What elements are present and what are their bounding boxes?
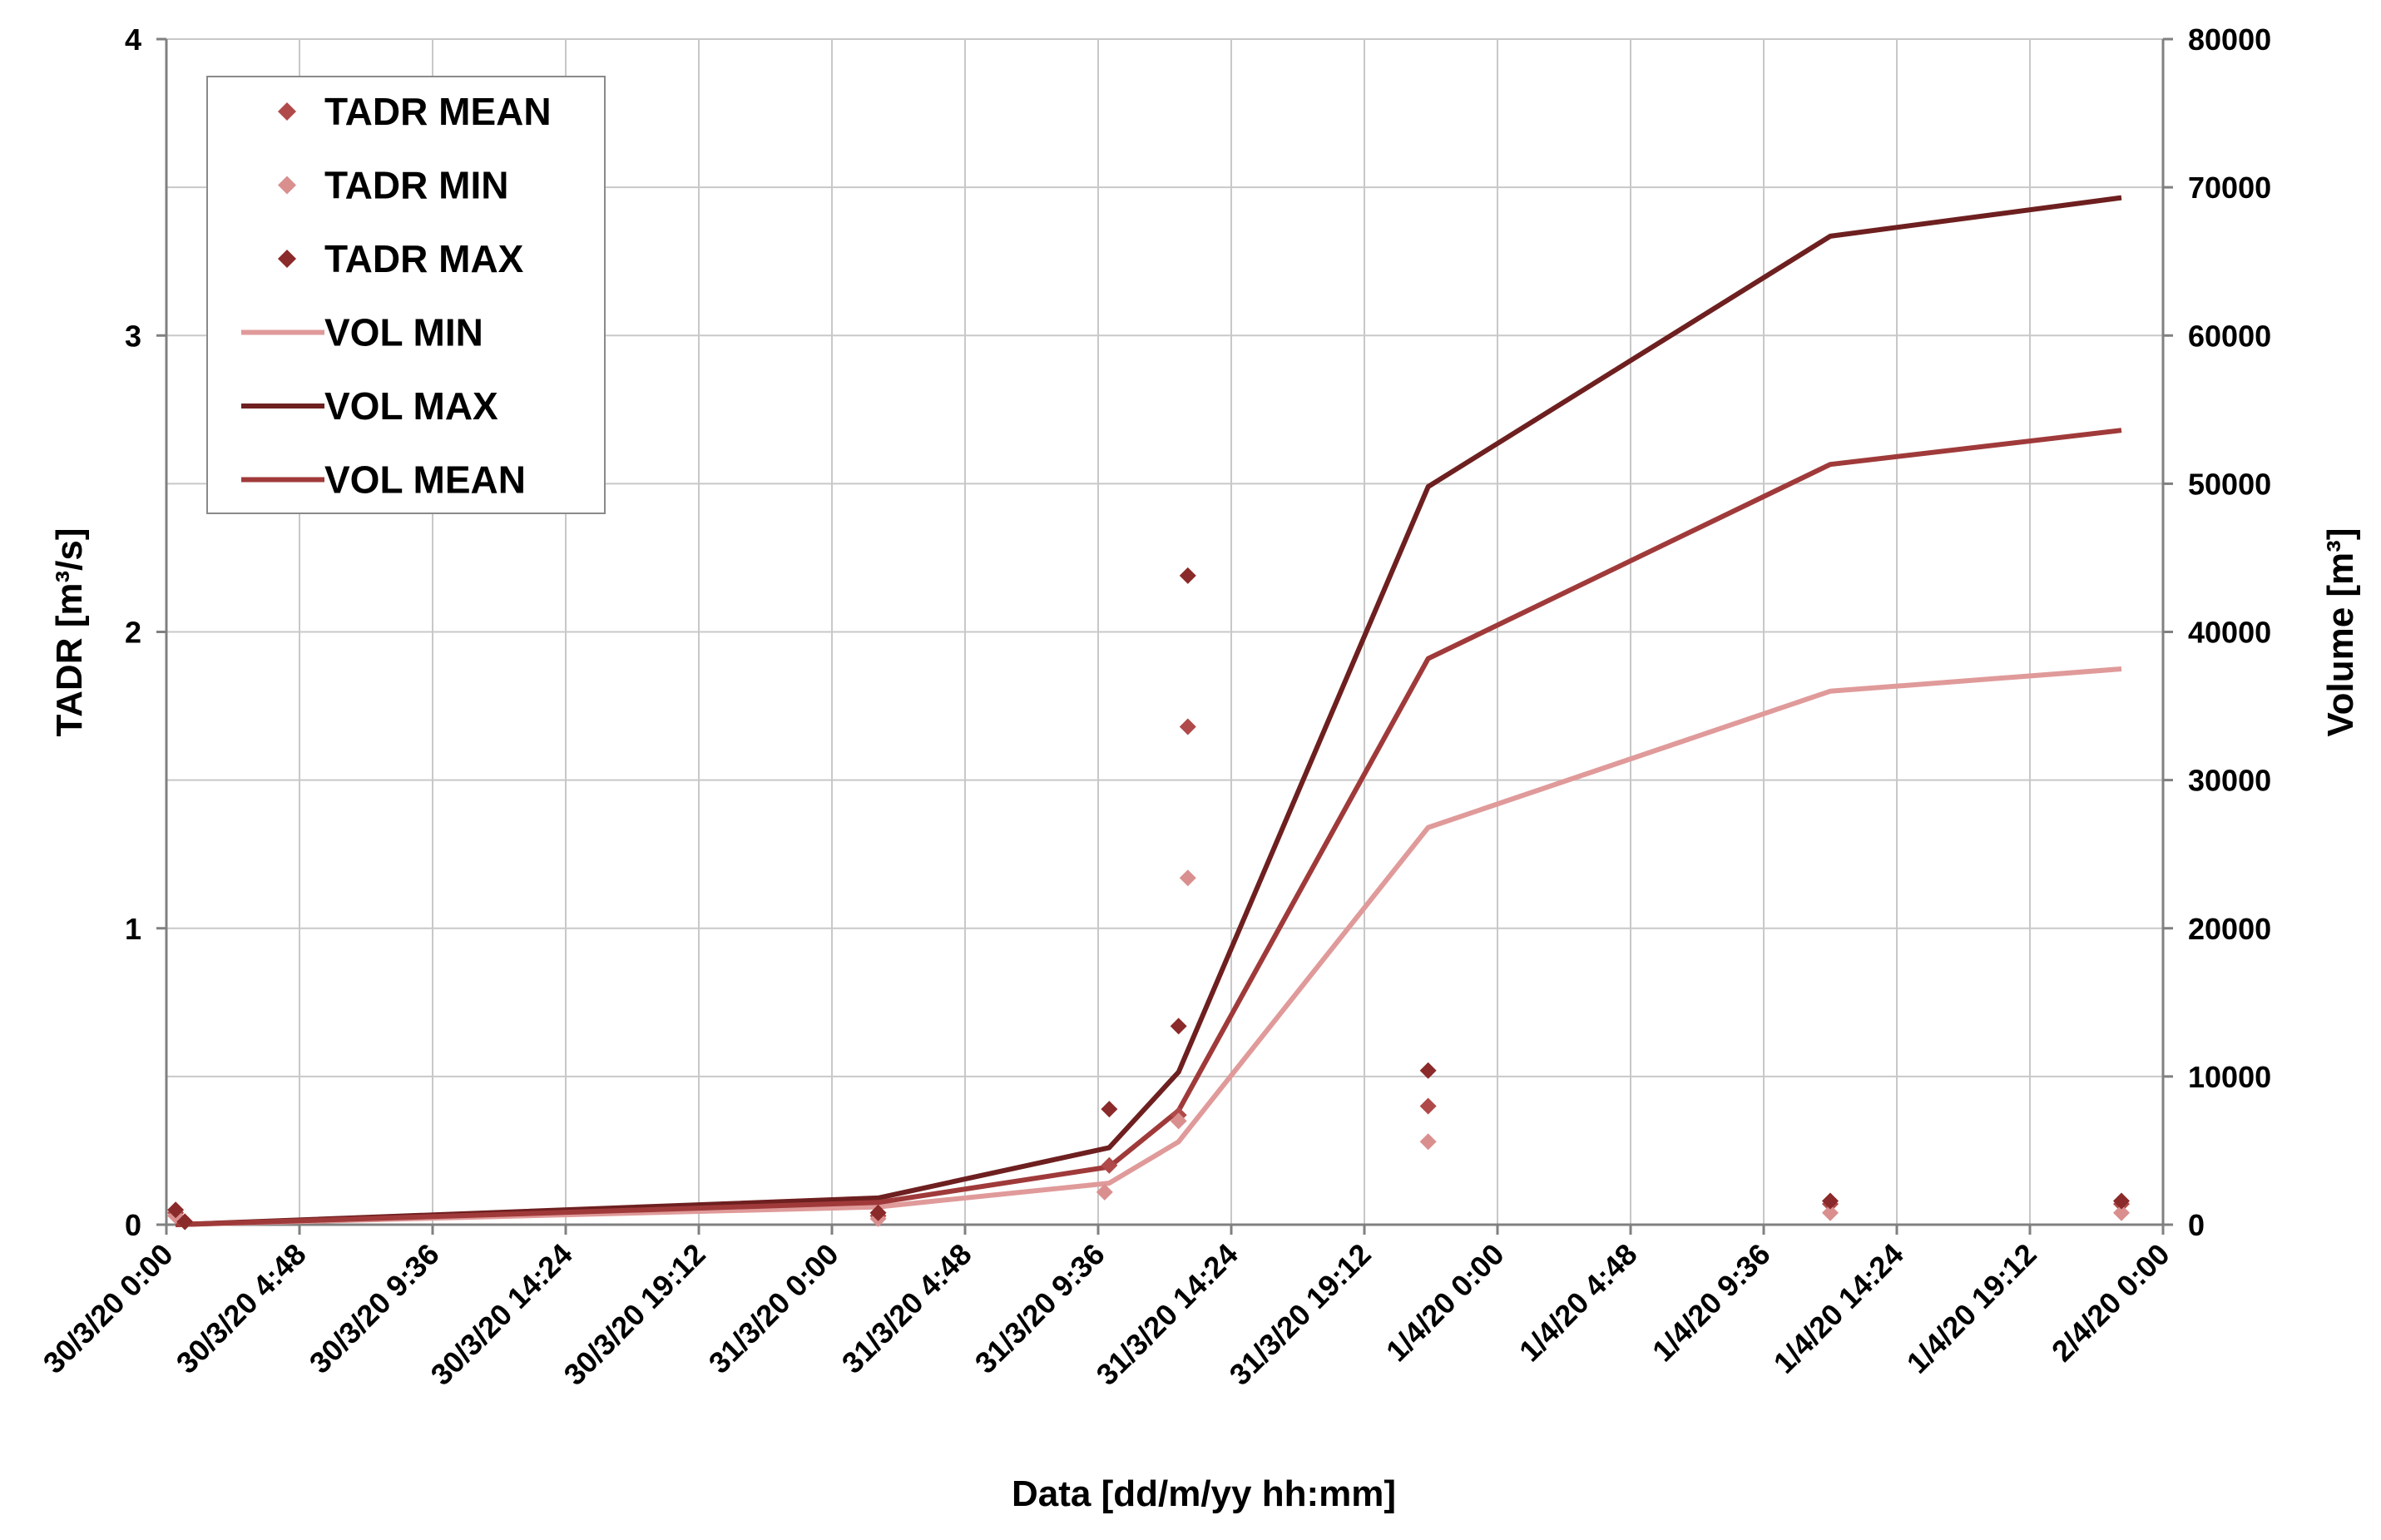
data-point-tadr-max xyxy=(869,1204,887,1221)
y-tick-label-right: 0 xyxy=(2188,1208,2205,1242)
axes xyxy=(156,37,2173,1235)
y-tick-label-right: 10000 xyxy=(2188,1060,2271,1094)
legend-label-tadr-mean: TADR MEAN xyxy=(324,90,552,133)
y-tick-labels-left: 0 1 2 3 4 xyxy=(125,22,141,1242)
data-point-tadr-max xyxy=(1101,1101,1118,1118)
y-axis-title-right: Volume [m³] xyxy=(2320,528,2361,737)
series-points xyxy=(167,567,2130,1231)
data-point-tadr-max xyxy=(2113,1192,2130,1210)
y-tick-label-right: 60000 xyxy=(2188,319,2271,353)
data-point-tadr-max xyxy=(1822,1192,1839,1210)
x-tick-label: 30/3/20 19:12 xyxy=(557,1237,712,1392)
legend-label-tadr-min: TADR MIN xyxy=(324,164,508,207)
legend-marker-tadr-max xyxy=(278,250,296,268)
y-tick-labels-right: 0 10000 20000 30000 40000 50000 60000 70000 8000… xyxy=(2188,22,2271,1242)
data-point-tadr-min xyxy=(1179,869,1196,887)
x-tick-label: 30/3/20 14:24 xyxy=(424,1237,579,1392)
x-tick-label: 1/4/20 0:00 xyxy=(1379,1237,1511,1369)
series-line-vol-max xyxy=(175,195,2122,1227)
legend-label-vol-min: VOL MIN xyxy=(324,311,483,354)
data-point-tadr-min xyxy=(2113,1204,2130,1221)
data-point-tadr-min xyxy=(1096,1183,1113,1201)
data-point-tadr-max xyxy=(167,1201,185,1219)
y-tick-label-left: 4 xyxy=(125,22,141,57)
legend-marker-tadr-min xyxy=(278,176,296,195)
x-tick-label: 31/3/20 0:00 xyxy=(702,1237,845,1380)
legend-box xyxy=(206,76,606,514)
y-tick-label-left: 1 xyxy=(125,912,141,946)
x-tick-label: 31/3/20 9:36 xyxy=(968,1237,1111,1380)
legend: TADR MEAN TADR MIN TADR MAX VOL MIN VOL MAX V… xyxy=(206,76,606,514)
data-point-tadr-mean xyxy=(1179,718,1196,735)
x-tick-label: 1/4/20 9:36 xyxy=(1646,1237,1777,1369)
data-point-tadr-max xyxy=(176,1213,194,1231)
y-tick-label-right: 30000 xyxy=(2188,764,2271,798)
x-tick-label: 31/3/20 19:12 xyxy=(1223,1237,1378,1392)
y-tick-label-right: 40000 xyxy=(2188,616,2271,650)
data-point-tadr-min xyxy=(1170,1112,1187,1130)
y-tick-label-left: 0 xyxy=(125,1208,141,1242)
x-tick-label: 30/3/20 0:00 xyxy=(37,1237,180,1380)
legend-marker-tadr-mean xyxy=(278,102,296,121)
y-tick-label-right: 50000 xyxy=(2188,467,2271,501)
data-point-tadr-mean xyxy=(1101,1156,1118,1174)
x-axis-title: Data [dd/m/yy hh:mm] xyxy=(1012,1473,1396,1514)
y-tick-label-left: 2 xyxy=(125,616,141,650)
y-tick-label-right: 20000 xyxy=(2188,912,2271,946)
x-tick-label: 1/4/20 4:48 xyxy=(1512,1237,1644,1369)
x-tick-label: 1/4/20 14:24 xyxy=(1767,1237,1910,1380)
x-tick-label: 30/3/20 4:48 xyxy=(170,1237,313,1380)
legend-label-tadr-max: TADR MAX xyxy=(324,237,524,280)
legend-label-vol-max: VOL MAX xyxy=(324,384,498,428)
data-point-tadr-min xyxy=(1419,1133,1437,1151)
data-point-tadr-mean xyxy=(1419,1097,1437,1115)
x-tick-label: 2/4/20 0:00 xyxy=(2045,1237,2176,1369)
data-point-tadr-max xyxy=(1419,1062,1437,1079)
y-tick-label-right: 80000 xyxy=(2188,22,2271,57)
data-point-tadr-max xyxy=(1179,567,1196,584)
x-tick-label: 1/4/20 19:12 xyxy=(1900,1237,2043,1380)
data-point-tadr-max xyxy=(1170,1018,1187,1035)
x-tick-label: 30/3/20 9:36 xyxy=(303,1237,446,1380)
x-tick-label: 31/3/20 4:48 xyxy=(835,1237,978,1380)
data-point-tadr-min xyxy=(1822,1204,1839,1221)
y-axis-title-left: TADR [m³/s] xyxy=(49,528,90,737)
y-tick-label-right: 70000 xyxy=(2188,171,2271,205)
legend-label-vol-mean: VOL MEAN xyxy=(324,458,526,502)
y-tick-label-left: 3 xyxy=(125,319,141,353)
x-tick-label: 31/3/20 14:24 xyxy=(1090,1237,1245,1392)
